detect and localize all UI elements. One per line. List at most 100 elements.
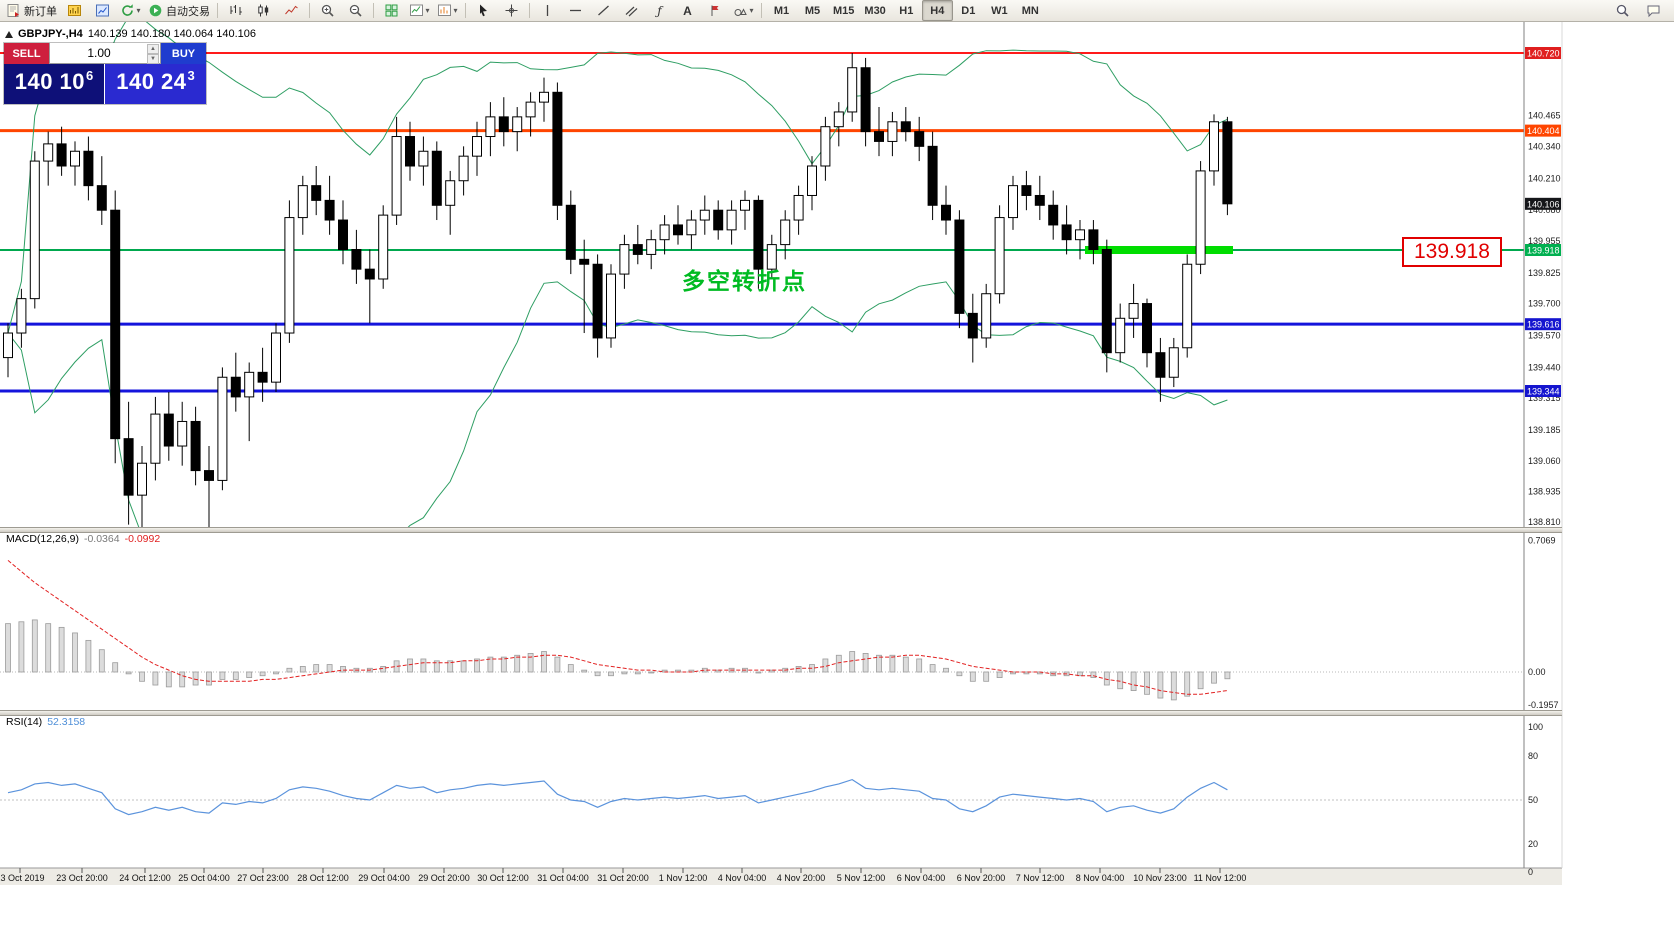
zoom-out-button[interactable] (342, 0, 369, 21)
timeframe-H4-button[interactable]: H4 (921, 0, 953, 21)
timeframe-M1-button[interactable]: M1 (773, 4, 790, 17)
buy-button[interactable]: BUY (161, 43, 206, 64)
shapes-icon (734, 8, 748, 16)
channel-button[interactable] (618, 0, 645, 21)
svg-text:30 Oct 12:00: 30 Oct 12:00 (477, 873, 529, 883)
search-button[interactable] (1609, 0, 1636, 21)
symbol-title: GBPJPY-,H4 (18, 28, 83, 40)
cursor-icon (480, 4, 487, 17)
timeframe-D1-button[interactable]: D1 (961, 4, 976, 17)
timeframe-M30-button[interactable]: M30 (864, 4, 886, 17)
svg-text:-0.1957: -0.1957 (1528, 700, 1559, 710)
toolbar-separator (529, 3, 530, 18)
timeframe-MN-button[interactable]: MN (1021, 4, 1039, 17)
svg-text:6 Nov 04:00: 6 Nov 04:00 (897, 873, 946, 883)
chart-text-annotation: 多空转折点 (682, 268, 807, 294)
volume-down-button[interactable]: ▼ (147, 54, 159, 64)
new-chart-button[interactable] (61, 0, 88, 21)
macd-panel[interactable] (0, 560, 1524, 701)
volume-up-button[interactable]: ▲ (147, 44, 159, 54)
bid-price: 140 10 (14, 69, 86, 94)
ask-price-box[interactable]: 140 24 3 (105, 64, 206, 104)
svg-text:140.080: 140.080 (1528, 205, 1561, 215)
svg-text:28 Oct 12:00: 28 Oct 12:00 (297, 873, 349, 883)
cursor-button[interactable] (470, 0, 497, 21)
timeframe-M5-button[interactable]: M5 (804, 4, 821, 17)
highlight-segment (1085, 246, 1233, 255)
svg-text:139.918: 139.918 (1527, 246, 1560, 256)
svg-text:50: 50 (1528, 795, 1538, 805)
one-click-trading-panel: SELL ▲ ▼ BUY 140 106 140 243 (4, 43, 206, 104)
bid-price-box[interactable]: 140 10 6 (4, 64, 105, 104)
horizontal-line-button[interactable] (562, 0, 589, 21)
candle-chart-button[interactable] (250, 0, 277, 21)
flag-icon (711, 5, 719, 16)
fibonacci-button[interactable]: ƒ (646, 0, 673, 21)
new-order-icon (7, 4, 19, 17)
svg-text:24 Oct 12:00: 24 Oct 12:00 (119, 873, 171, 883)
bid-pip-digit: 6 (86, 68, 94, 83)
search-icon (1616, 4, 1629, 17)
trendline-icon (598, 5, 609, 16)
svg-text:139.570: 139.570 (1528, 330, 1561, 340)
price-axis[interactable]: 140.465 140.340 140.210 140.080 139.955 139.8… (1523, 22, 1563, 877)
svg-text:139.344: 139.344 (1527, 387, 1560, 397)
chart-header: GBPJPY-,H4 140.139 140.180 140.064 140.1… (5, 28, 256, 40)
timeframe-toolbar: M1 M5 M15 M30 H1 H4 D1 W1 MN (766, 0, 1046, 21)
main-toolbar: 新订单 ▾ 自动交易 (0, 0, 1674, 22)
volume-input[interactable] (50, 43, 160, 63)
timeframe-H1-button[interactable]: H1 (899, 4, 914, 17)
panel-splitter[interactable] (0, 710, 1562, 716)
refresh-button[interactable]: ▾ (117, 0, 144, 21)
new-chart-icon (68, 5, 81, 16)
svg-text:5 Nov 12:00: 5 Nov 12:00 (837, 873, 886, 883)
label-tool-button[interactable] (702, 0, 729, 21)
autotrading-button[interactable]: 自动交易 (145, 0, 213, 21)
candlestick-series[interactable] (3, 53, 1233, 598)
chat-button[interactable] (1640, 0, 1667, 21)
bar-chart-button[interactable] (222, 0, 249, 21)
timeframe-W1-button[interactable]: W1 (991, 4, 1008, 17)
text-tool-button[interactable]: A (674, 0, 701, 21)
crosshair-button[interactable] (498, 0, 525, 21)
market-watch-button[interactable] (89, 0, 116, 21)
svg-text:1 Nov 12:00: 1 Nov 12:00 (659, 873, 708, 883)
collapse-panel-icon[interactable] (5, 30, 13, 38)
trendline-button[interactable] (590, 0, 617, 21)
toolbar-right-group (1609, 0, 1671, 21)
sell-button[interactable]: SELL (4, 43, 49, 64)
toolbar-separator (309, 3, 310, 18)
svg-text:139.440: 139.440 (1528, 362, 1561, 372)
svg-text:7 Nov 12:00: 7 Nov 12:00 (1016, 873, 1065, 883)
templates-button[interactable]: ▾ (434, 0, 461, 21)
line-chart-button[interactable] (278, 0, 305, 21)
tile-windows-button[interactable] (378, 0, 405, 21)
chart-canvas[interactable]: 23 Oct 2019 23 Oct 20:00 24 Oct 12:00 25 Oc… (0, 22, 1674, 949)
panel-splitter[interactable] (0, 527, 1562, 533)
time-axis[interactable]: 23 Oct 2019 23 Oct 20:00 24 Oct 12:00 25 Oc… (0, 867, 1562, 885)
vertical-line-button[interactable] (534, 0, 561, 21)
svg-text:23 Oct 2019: 23 Oct 2019 (0, 873, 45, 883)
svg-text:139.185: 139.185 (1528, 425, 1561, 435)
indicators-button[interactable]: ▾ (406, 0, 433, 21)
price-tag (1525, 47, 1561, 59)
shapes-button[interactable]: ▾ (730, 0, 757, 21)
svg-text:31 Oct 04:00: 31 Oct 04:00 (537, 873, 589, 883)
svg-text:11 Nov 12:00: 11 Nov 12:00 (1194, 873, 1247, 883)
price-tag (1525, 385, 1561, 398)
timeframe-M15-button[interactable]: M15 (833, 4, 855, 17)
svg-text:4 Nov 20:00: 4 Nov 20:00 (777, 873, 826, 883)
bollinger-upper-band (7, 22, 1228, 334)
new-order-button[interactable]: 新订单 (3, 0, 60, 21)
text-tool-icon: A (683, 3, 692, 18)
macd-main-value: -0.0364 (83, 533, 120, 545)
toolbar-separator (217, 3, 218, 18)
zoom-in-button[interactable] (314, 0, 341, 21)
rsi-panel[interactable] (0, 778, 1524, 816)
svg-text:6 Nov 20:00: 6 Nov 20:00 (957, 873, 1006, 883)
ohlc-values: 140.139 140.180 140.064 140.106 (87, 28, 257, 40)
svg-text:0.00: 0.00 (1528, 667, 1546, 677)
svg-text:139.825: 139.825 (1528, 268, 1561, 278)
price-chart-panel[interactable] (0, 22, 1524, 598)
svg-text:29 Oct 04:00: 29 Oct 04:00 (358, 873, 410, 883)
